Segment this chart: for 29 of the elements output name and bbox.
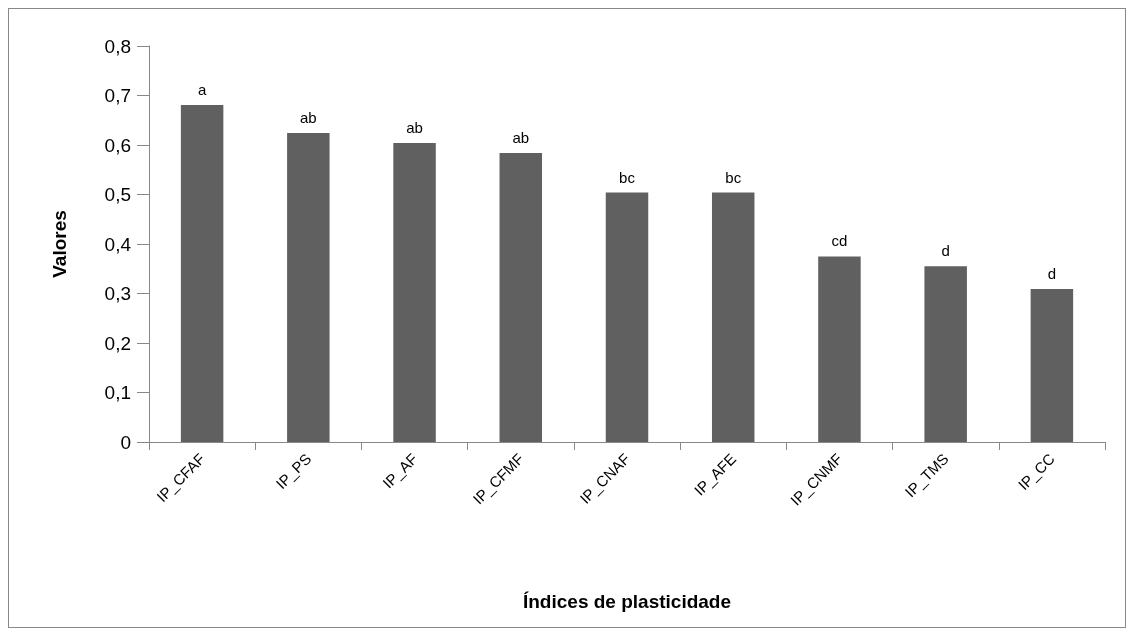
bar [393,143,436,442]
bar [1030,289,1074,442]
bar [818,256,861,442]
y-tick-label: 0,3 [104,283,131,304]
bar [287,133,330,442]
y-tick-label: 0,6 [104,134,131,156]
bar [711,192,755,442]
y-tick-label: 0,1 [104,382,131,403]
data-label: a [197,80,207,98]
data-label: bc [619,168,636,186]
x-axis-title: Índices de plasticidade [522,591,732,612]
bar [924,266,967,442]
bar [605,192,649,442]
data-label: bc [725,168,742,186]
y-tick-label: 0,7 [104,85,131,106]
data-label: d [941,242,950,260]
data-label: ab [299,109,317,127]
data-label: cd [831,232,848,250]
y-tick-label: 0,8 [104,35,131,57]
data-label: ab [512,128,530,146]
y-tick-label: 0 [120,431,131,453]
data-label: ab [406,119,423,137]
bar [180,104,224,442]
bar [499,152,543,442]
data-label: d [1047,265,1057,283]
y-tick-label: 0,4 [104,233,132,255]
y-axis-title: Valores [49,210,70,278]
y-tick-label: 0,5 [104,184,131,205]
y-tick-label: 0,2 [104,332,131,354]
